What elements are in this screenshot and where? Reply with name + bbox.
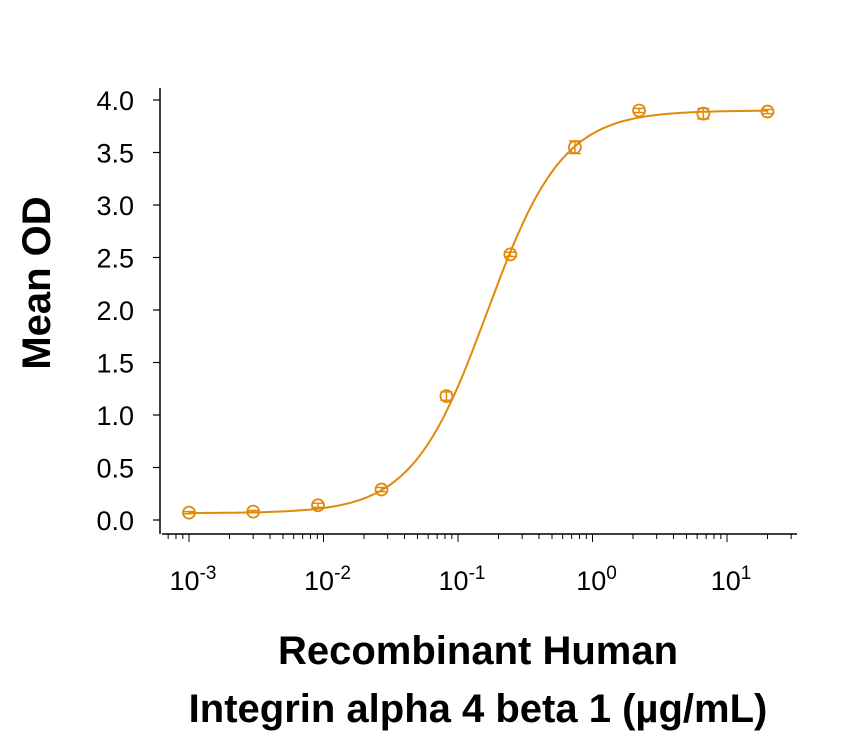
y-tick-label: 2.0: [96, 296, 134, 326]
x-axis-title-line-1: Recombinant Human: [278, 629, 678, 673]
y-tick-label: 1.0: [96, 401, 134, 431]
y-axis-title: Mean OD: [15, 196, 59, 369]
data-points: [182, 103, 775, 520]
data-point: [311, 498, 325, 513]
x-tick-label: 10-2: [304, 563, 351, 596]
y-tick-label: 3.0: [96, 191, 134, 221]
y-tick-label: 2.5: [96, 244, 134, 274]
y-tick-label: 0.5: [96, 454, 134, 484]
data-point: [503, 247, 518, 262]
x-tick-label: 101: [711, 563, 752, 596]
x-tick-label: 10-1: [439, 563, 486, 596]
data-point: [760, 104, 775, 119]
data-point: [374, 482, 389, 497]
x-tick-label: 10-3: [170, 563, 217, 596]
data-point: [632, 103, 646, 118]
x-tick-label: 100: [576, 563, 617, 596]
data-point: [246, 504, 261, 519]
fit-curve: [189, 109, 768, 514]
data-point: [568, 140, 582, 155]
data-point: [439, 389, 454, 404]
data-point: [182, 505, 196, 520]
x-axis: 10-3 10-2 10-1 100 101: [162, 533, 797, 596]
y-tick-label: 4.0: [96, 86, 134, 116]
y-axis: 0.0 0.5 1.0 1.5 2.0 2.5 3.0 3.5 4.0: [96, 86, 161, 536]
x-axis-title-line-2: Integrin alpha 4 beta 1 (µg/mL): [189, 687, 768, 731]
y-tick-label: 0.0: [96, 506, 134, 536]
y-tick-label: 1.5: [96, 349, 134, 379]
y-tick-label: 3.5: [96, 139, 134, 169]
data-point: [696, 106, 711, 121]
